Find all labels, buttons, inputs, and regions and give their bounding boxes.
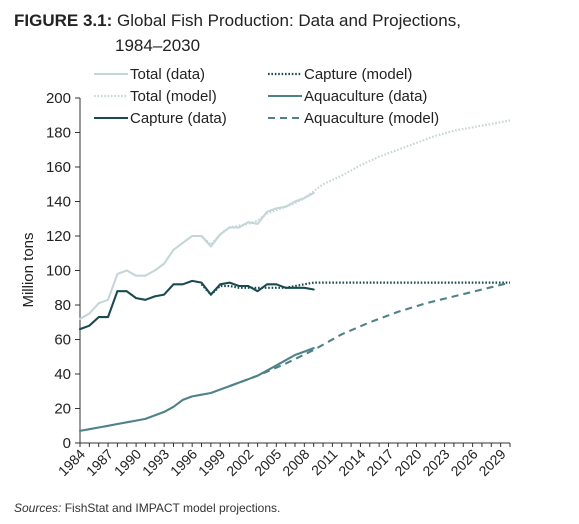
legend-label-total-model: Total (model) bbox=[130, 88, 217, 105]
x-tick-label: 2017 bbox=[363, 446, 396, 479]
x-tick-label: 1984 bbox=[55, 446, 88, 479]
y-tick-label: 80 bbox=[54, 297, 71, 314]
chart-title: FIGURE 3.1: Global Fish Production: Data… bbox=[14, 8, 461, 58]
x-tick-label: 2020 bbox=[391, 446, 424, 479]
y-tick-label: 40 bbox=[54, 366, 71, 383]
series-line-capture-data bbox=[78, 279, 315, 331]
legend: Total (data) Total (model) Capture (data) C… bbox=[94, 66, 439, 127]
series-line-capture-model bbox=[200, 281, 510, 296]
series-line-aquaculture-data bbox=[78, 347, 315, 432]
legend-label-aquaculture-data: Aquaculture (data) bbox=[304, 88, 427, 105]
source-label: Sources: bbox=[14, 501, 62, 515]
y-tick-label: 200 bbox=[46, 90, 71, 107]
x-tick-label: 1990 bbox=[111, 446, 144, 479]
x-tick-label: 2005 bbox=[251, 446, 284, 479]
title-years: 1984–2030 bbox=[115, 36, 201, 55]
y-tick-label: 60 bbox=[54, 332, 71, 349]
source-text: FishStat and IMPACT model projections. bbox=[61, 501, 281, 515]
x-tick-label: 2029 bbox=[475, 446, 508, 479]
legend-label-aquaculture-model: Aquaculture (model) bbox=[304, 110, 439, 127]
legend-label-total-data: Total (data) bbox=[130, 66, 205, 83]
x-tick-label: 1987 bbox=[83, 446, 116, 479]
legend-label-capture-data: Capture (data) bbox=[130, 110, 227, 127]
x-tick-label: 1993 bbox=[139, 446, 172, 479]
x-tick-label: 1999 bbox=[195, 446, 228, 479]
series-group bbox=[78, 119, 511, 432]
x-tick-label: 2002 bbox=[223, 446, 256, 479]
x-tick-label: 2026 bbox=[447, 446, 480, 479]
y-tick-label: 160 bbox=[46, 159, 71, 176]
x-tick-label: 2011 bbox=[308, 446, 341, 479]
y-axis-label: Million tons bbox=[20, 232, 37, 307]
x-tick-label: 1996 bbox=[167, 446, 200, 479]
y-tick-label: 140 bbox=[46, 194, 71, 211]
y-tick-label: 0 bbox=[63, 435, 71, 452]
legend-label-capture-model: Capture (model) bbox=[304, 66, 412, 83]
series-line-total-model bbox=[200, 119, 511, 246]
y-tick-label: 20 bbox=[54, 401, 71, 418]
series-line-total-data bbox=[78, 191, 315, 320]
y-tick-label: 180 bbox=[46, 125, 71, 142]
y-tick-label: 100 bbox=[46, 263, 71, 280]
x-tick-label: 2014 bbox=[335, 446, 368, 479]
x-tick-label: 2023 bbox=[419, 446, 452, 479]
title-text: Global Fish Production: Data and Project… bbox=[116, 11, 461, 30]
x-tick-label: 2008 bbox=[279, 446, 312, 479]
y-tick-label: 120 bbox=[46, 228, 71, 245]
line-chart: Total (data) Total (model) Capture (data) C… bbox=[20, 66, 511, 479]
figure-label: FIGURE 3.1: bbox=[14, 11, 113, 30]
source-note: Sources: FishStat and IMPACT model proje… bbox=[14, 501, 280, 515]
series-line-aquaculture-model bbox=[229, 281, 511, 388]
